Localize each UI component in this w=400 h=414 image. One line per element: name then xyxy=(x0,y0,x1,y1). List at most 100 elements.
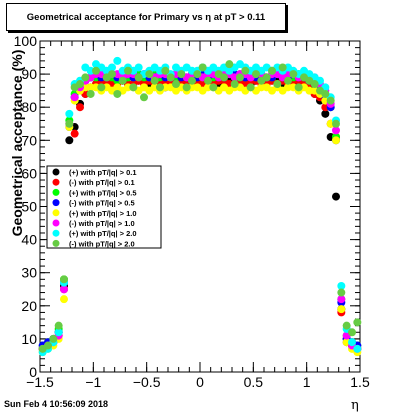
x-tick-label: −0.5 xyxy=(133,374,161,390)
timestamp: Sun Feb 4 10:56:09 2018 xyxy=(4,399,109,409)
data-point xyxy=(150,76,159,85)
y-tick-label: 0 xyxy=(29,364,37,380)
data-point xyxy=(134,63,143,72)
data-point xyxy=(337,288,346,297)
legend-label: (+) with pT/|q| > 1.0 xyxy=(69,209,137,218)
data-point xyxy=(246,83,255,92)
data-point xyxy=(134,73,143,82)
data-point xyxy=(273,80,282,89)
data-point xyxy=(172,80,180,89)
legend-label: (-) with pT/|q| > 0.5 xyxy=(69,199,135,208)
data-point xyxy=(353,344,362,353)
data-point xyxy=(342,321,351,330)
data-point xyxy=(204,76,212,85)
data-point xyxy=(332,126,340,135)
data-point xyxy=(60,295,68,304)
data-point xyxy=(332,119,340,128)
data-point xyxy=(198,63,207,72)
data-point xyxy=(284,76,292,85)
data-point xyxy=(81,73,90,82)
data-point xyxy=(60,285,68,294)
data-point xyxy=(54,328,63,337)
data-point xyxy=(321,109,330,118)
data-point xyxy=(145,70,154,79)
legend-marker xyxy=(52,229,60,237)
y-tick-label: 90 xyxy=(21,66,37,82)
legend-marker xyxy=(52,188,60,196)
legend-label: (+) with pT/|q| > 2.0 xyxy=(69,229,137,238)
x-tick-label: 0.5 xyxy=(244,374,264,390)
data-point xyxy=(268,66,276,75)
x-tick-label: −1 xyxy=(85,374,101,390)
y-tick-label: 10 xyxy=(21,331,37,347)
data-point xyxy=(70,93,79,102)
axis-ticks: −1.5 −1 −0.5 0 0.5 1 1.5 0 10 20 30 40 50 60 70 80 90 100 xyxy=(14,33,370,390)
data-point xyxy=(294,83,303,92)
data-point xyxy=(65,136,74,145)
data-point xyxy=(108,70,116,79)
data-point xyxy=(113,56,122,65)
y-tick-label: 100 xyxy=(14,33,38,49)
data-point xyxy=(230,80,239,89)
data-point xyxy=(262,73,271,82)
legend-marker xyxy=(52,209,60,217)
x-tick-label: 0 xyxy=(196,374,204,390)
data-point xyxy=(321,89,330,98)
data-point xyxy=(220,73,228,82)
series-7 xyxy=(38,60,362,353)
legend-marker xyxy=(52,239,60,247)
legend-marker xyxy=(52,219,60,227)
data-point xyxy=(70,129,79,138)
legend: (+) with pT/|q| > 0.1(-) with pT/|q| > 0… xyxy=(46,165,162,249)
data-point xyxy=(188,76,196,85)
data-point xyxy=(49,334,58,343)
data-point xyxy=(65,109,74,118)
data-point xyxy=(252,70,260,79)
y-tick-label: 80 xyxy=(21,99,37,115)
data-point xyxy=(332,192,340,201)
chart-title-text: Geometrical acceptance for Primary vs η … xyxy=(26,11,266,23)
x-tick-label: 1 xyxy=(303,374,311,390)
legend-label: (-) with pT/|q| > 1.0 xyxy=(69,219,135,228)
x-tick-label: −1.5 xyxy=(26,374,54,390)
data-points xyxy=(38,56,362,357)
data-point xyxy=(326,96,335,105)
y-axis-label-text: Geometrical acceptance (%) xyxy=(9,49,25,237)
data-point xyxy=(118,76,127,85)
legend-label: (+) with pT/|q| > 0.5 xyxy=(69,188,137,197)
data-point xyxy=(348,328,356,337)
data-point xyxy=(241,66,250,75)
x-tick-label: 1.5 xyxy=(350,374,370,390)
x-axis-label: η xyxy=(351,398,359,413)
data-point xyxy=(161,66,170,75)
data-point xyxy=(76,80,84,89)
data-point xyxy=(278,63,287,72)
data-point xyxy=(86,89,95,98)
data-point xyxy=(337,305,346,314)
y-tick-label: 30 xyxy=(21,265,37,281)
legend-marker xyxy=(52,199,60,207)
data-point xyxy=(193,70,202,79)
data-point xyxy=(65,119,74,128)
data-point xyxy=(348,338,356,347)
legend-label: (-) with pT/|q| > 0.1 xyxy=(69,178,135,187)
data-point xyxy=(108,63,116,72)
y-tick-label: 40 xyxy=(21,232,37,248)
data-point xyxy=(92,66,100,75)
legend-box xyxy=(46,165,162,249)
data-point xyxy=(97,83,106,92)
data-point xyxy=(177,70,186,79)
data-point xyxy=(124,66,132,75)
chart-title: Geometrical acceptance for Primary vs η … xyxy=(6,3,286,31)
data-point xyxy=(209,83,218,92)
legend-label: (-) with pT/|q| > 2.0 xyxy=(69,239,135,248)
data-point xyxy=(140,93,148,102)
data-point xyxy=(76,103,84,112)
data-point xyxy=(60,275,68,284)
data-point xyxy=(225,60,234,69)
data-point xyxy=(332,136,340,145)
data-point xyxy=(44,341,52,350)
data-point xyxy=(337,295,346,304)
y-tick-label: 50 xyxy=(21,199,37,215)
y-tick-label: 60 xyxy=(21,165,37,181)
